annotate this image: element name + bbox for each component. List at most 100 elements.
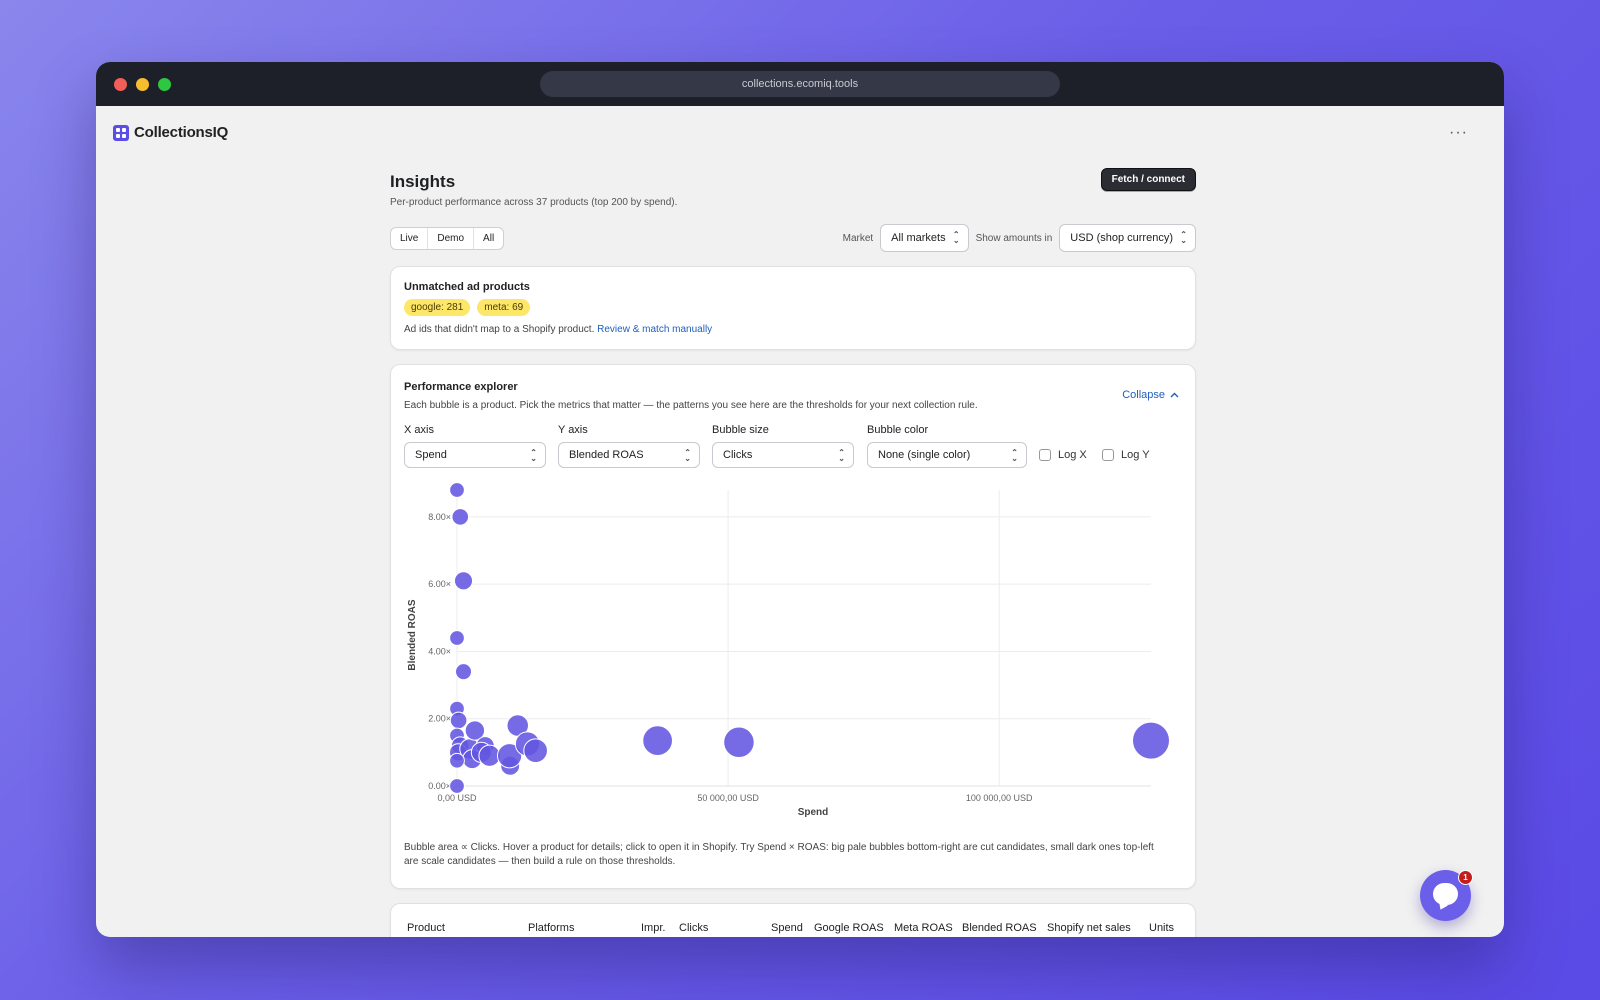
log-y-checkbox[interactable]: Log Y bbox=[1102, 449, 1150, 461]
chart-grid bbox=[456, 490, 1151, 787]
chat-notification-badge: 1 bbox=[1458, 870, 1473, 885]
x-tick-label: 100 000,00 USD bbox=[966, 793, 1033, 803]
collapse-button[interactable]: Collapse bbox=[1122, 389, 1179, 401]
select-chevron-icon: ⌃ ⌄ bbox=[1180, 230, 1187, 245]
google-badge: google: 281 bbox=[404, 299, 471, 316]
segment-live[interactable]: Live bbox=[391, 228, 429, 249]
products-table-card: Product Platforms Impr. Clicks Spend Goo… bbox=[390, 903, 1196, 937]
meta-badge: meta: 69 bbox=[477, 299, 531, 316]
product-bubble[interactable] bbox=[523, 738, 548, 764]
col-impressions[interactable]: Impr. bbox=[641, 922, 666, 934]
app-logo-icon bbox=[113, 124, 129, 141]
market-select[interactable]: All markets ⌃ ⌄ bbox=[880, 224, 969, 252]
col-clicks[interactable]: Clicks bbox=[679, 922, 709, 934]
y-tick-label: 4.00× bbox=[428, 646, 451, 656]
col-blended-roas[interactable]: Blended ROAS bbox=[962, 922, 1037, 934]
explorer-description: Each bubble is a product. Pick the metri… bbox=[404, 400, 978, 411]
bubble-size-select[interactable]: Clicks ⌃ ⌄ bbox=[712, 442, 854, 468]
bubble-size-label: Bubble size bbox=[712, 424, 769, 436]
product-bubble[interactable] bbox=[451, 508, 470, 526]
product-bubble[interactable] bbox=[464, 720, 486, 741]
product-bubble[interactable] bbox=[1132, 721, 1170, 760]
product-bubble[interactable] bbox=[449, 630, 465, 646]
collapse-label: Collapse bbox=[1122, 389, 1165, 401]
chevron-up-icon bbox=[1170, 392, 1179, 398]
y-tick-label: 0.00× bbox=[428, 781, 451, 791]
close-window-button[interactable] bbox=[114, 78, 127, 91]
app-logo[interactable]: CollectionsIQ bbox=[113, 124, 228, 141]
select-chevron-icon: ⌃ ⌄ bbox=[684, 448, 691, 463]
chat-bubble-icon bbox=[1433, 883, 1458, 905]
product-bubble[interactable] bbox=[642, 725, 673, 756]
segment-all[interactable]: All bbox=[483, 233, 495, 244]
currency-value: USD (shop currency) bbox=[1070, 232, 1173, 244]
address-bar[interactable]: collections.ecomiq.tools bbox=[540, 71, 1060, 97]
bubble-color-value: None (single color) bbox=[878, 449, 971, 461]
unmatched-badges: google: 281 meta: 69 bbox=[404, 299, 531, 316]
product-bubble[interactable] bbox=[454, 663, 473, 681]
currency-select[interactable]: USD (shop currency) ⌃ ⌄ bbox=[1059, 224, 1196, 252]
performance-explorer-card: Performance explorer Each bubble is a pr… bbox=[390, 364, 1196, 889]
col-shopify-net-sales[interactable]: Shopify net sales bbox=[1047, 922, 1131, 934]
x-tick-label: 50 000,00 USD bbox=[697, 793, 759, 803]
market-value: All markets bbox=[891, 232, 946, 244]
market-label: Market bbox=[842, 232, 874, 244]
x-tick-label: 0,00 USD bbox=[437, 793, 477, 803]
segment-demo[interactable]: Demo bbox=[428, 228, 475, 249]
review-match-link[interactable]: Review & match manually bbox=[597, 324, 713, 335]
x-axis-select[interactable]: Spend ⌃ ⌄ bbox=[404, 442, 546, 468]
chart-bubbles bbox=[449, 482, 1170, 794]
maximize-window-button[interactable] bbox=[158, 78, 171, 91]
unmatched-title: Unmatched ad products bbox=[404, 281, 530, 293]
amounts-label: Show amounts in bbox=[975, 232, 1053, 244]
page-subtitle: Per-product performance across 37 produc… bbox=[390, 197, 678, 208]
app-name: CollectionsIQ bbox=[134, 124, 229, 141]
y-axis-value: Blended ROAS bbox=[569, 449, 644, 461]
product-bubble[interactable] bbox=[723, 726, 755, 759]
x-axis-label: X axis bbox=[404, 424, 434, 436]
app-header: CollectionsIQ ··· bbox=[96, 106, 1504, 156]
col-google-roas[interactable]: Google ROAS bbox=[814, 922, 884, 934]
product-bubble[interactable] bbox=[449, 778, 465, 794]
chart-note: Bubble area ∝ Clicks. Hover a product fo… bbox=[404, 842, 1154, 867]
chat-launcher-button[interactable]: 1 bbox=[1420, 870, 1473, 921]
more-options-icon[interactable]: ··· bbox=[1449, 124, 1468, 141]
page-title: Insights bbox=[390, 172, 456, 191]
unmatched-description: Ad ids that didn't map to a Shopify prod… bbox=[404, 324, 712, 335]
product-bubble[interactable] bbox=[449, 711, 468, 730]
log-y-box[interactable] bbox=[1102, 449, 1114, 461]
log-x-box[interactable] bbox=[1039, 449, 1051, 461]
y-tick-label: 8.00× bbox=[428, 512, 451, 522]
col-product[interactable]: Product bbox=[407, 922, 445, 934]
bubble-size-value: Clicks bbox=[723, 449, 753, 461]
y-axis-select[interactable]: Blended ROAS ⌃ ⌄ bbox=[558, 442, 700, 468]
browser-window: collections.ecomiq.tools CollectionsIQ ·… bbox=[96, 62, 1504, 937]
log-x-checkbox[interactable]: Log X bbox=[1039, 449, 1087, 461]
x-axis-value: Spend bbox=[415, 449, 447, 461]
product-bubble[interactable] bbox=[449, 482, 465, 498]
unmatched-products-card: Unmatched ad products google: 281 meta: … bbox=[390, 266, 1196, 350]
bubble-color-label: Bubble color bbox=[867, 424, 929, 436]
product-bubble[interactable] bbox=[453, 571, 474, 591]
log-x-label: Log X bbox=[1058, 449, 1087, 461]
product-bubble[interactable] bbox=[496, 743, 523, 769]
col-meta-roas[interactable]: Meta ROAS bbox=[894, 922, 953, 934]
select-chevron-icon: ⌃ ⌄ bbox=[952, 230, 960, 245]
y-axis-label: Y axis bbox=[558, 424, 588, 436]
data-source-toggle: Live Demo All bbox=[390, 227, 505, 250]
bubble-color-select[interactable]: None (single color) ⌃ ⌄ bbox=[867, 442, 1027, 468]
col-platforms[interactable]: Platforms bbox=[528, 922, 575, 934]
product-bubble[interactable] bbox=[449, 752, 465, 769]
product-bubble[interactable] bbox=[478, 744, 501, 767]
bubble-chart: 0.00× 2.00× 4.00× 6.00× 8.00× 0,00 USD 50 000,… bbox=[407, 482, 1170, 818]
chart-ticks: 0.00× 2.00× 4.00× 6.00× 8.00× 0,00 USD 50 000,… bbox=[428, 512, 1033, 803]
fetch-connect-button[interactable]: Fetch / connect bbox=[1100, 168, 1196, 191]
log-y-label: Log Y bbox=[1121, 449, 1150, 461]
y-tick-label: 6.00× bbox=[428, 579, 451, 589]
window-titlebar: collections.ecomiq.tools bbox=[96, 62, 1504, 106]
col-spend[interactable]: Spend bbox=[771, 922, 803, 934]
minimize-window-button[interactable] bbox=[136, 78, 149, 91]
select-chevron-icon: ⌃ ⌄ bbox=[838, 448, 845, 463]
col-units[interactable]: Units bbox=[1149, 922, 1175, 934]
filters-bar: Market All markets ⌃ ⌄ Show amounts in US… bbox=[843, 224, 1196, 252]
